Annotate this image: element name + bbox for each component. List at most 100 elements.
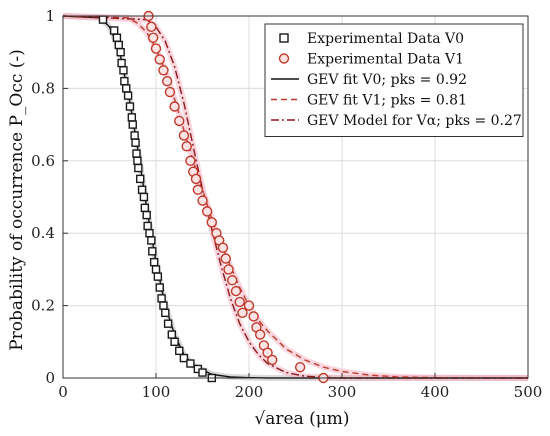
data-point-circle <box>178 130 190 141</box>
data-point-circle <box>206 217 218 228</box>
data-point-square <box>125 102 135 111</box>
legend-entry: GEV fit V1; pks = 0.81 <box>307 93 467 109</box>
data-point-square <box>142 210 151 220</box>
x-tick-label: 100 <box>142 383 171 401</box>
data-point-circle <box>254 329 266 340</box>
legend-entry: GEV fit V0; pks = 0.92 <box>307 72 467 88</box>
data-point-square <box>159 301 168 310</box>
data-point-square <box>116 48 125 57</box>
y-tick-label: 0 <box>45 369 55 387</box>
y-tick-label: 0.8 <box>31 79 55 97</box>
axes <box>62 15 529 379</box>
data-point-square <box>157 294 166 303</box>
data-point-square <box>153 272 163 281</box>
data-point-square <box>149 257 159 267</box>
data-point-circle <box>181 141 192 152</box>
data-point-square <box>132 149 141 158</box>
data-point-circle <box>237 307 248 319</box>
x-tick-label: 400 <box>421 383 450 401</box>
data-point-square <box>145 228 154 238</box>
data-point-square <box>134 163 143 173</box>
data-markers <box>98 10 329 384</box>
data-point-circle <box>201 206 213 217</box>
data-point-square <box>186 359 195 368</box>
data-point-square <box>175 346 184 356</box>
data-point-square <box>140 203 150 213</box>
data-point-square <box>130 131 139 140</box>
data-point-circle <box>234 296 245 308</box>
y-tick-label: 0.6 <box>31 152 55 170</box>
data-point-square <box>198 368 207 377</box>
legend: Experimental Data V0 Experimental Data V1… <box>264 23 524 137</box>
data-point-circle <box>220 253 231 264</box>
data-point-square <box>167 330 177 339</box>
legend-marker <box>279 33 289 43</box>
y-tick-label: 1 <box>45 7 55 25</box>
data-point-square <box>148 247 157 256</box>
data-point-square <box>123 91 133 100</box>
data-point-circle <box>227 275 238 286</box>
data-point-circle <box>294 361 306 373</box>
y-axis-label: Probability of occurrence P_Occ (-) <box>7 49 27 351</box>
data-point-square <box>133 156 142 166</box>
data-point-circle <box>230 285 242 297</box>
data-point-square <box>161 308 170 318</box>
data-point-square <box>163 319 173 328</box>
y-tick-label: 0.2 <box>31 297 55 315</box>
data-point-square <box>122 84 131 93</box>
data-point-circle <box>217 242 229 253</box>
legend-entry: Experimental Data V0 <box>307 31 464 47</box>
legend-marker <box>278 53 290 64</box>
data-point-square <box>147 236 156 245</box>
data-point-square <box>128 120 137 129</box>
data-point-circle <box>148 32 159 43</box>
plot-frame <box>62 15 529 379</box>
data-point-circle <box>185 155 196 167</box>
data-point-square <box>98 15 108 24</box>
data-point-square <box>139 192 149 202</box>
data-point-square <box>109 26 119 35</box>
x-tick-label: 0 <box>58 383 68 401</box>
x-tick-label: 500 <box>514 383 543 401</box>
data-point-circle <box>267 354 278 366</box>
x-tick-label: 300 <box>328 383 357 401</box>
data-point-square <box>143 221 152 231</box>
legend-entry: GEV Model for Vα; pks = 0.27 <box>307 113 522 129</box>
data-point-square <box>155 283 164 292</box>
data-point-circle <box>161 75 173 87</box>
series-line <box>62 15 528 379</box>
data-point-circle <box>154 54 165 65</box>
data-point-square <box>120 76 129 86</box>
data-point-square <box>131 138 140 147</box>
data-point-square <box>135 174 145 184</box>
data-point-circle <box>223 264 234 275</box>
legend-box <box>264 23 524 137</box>
legend-entry: Experimental Data V1 <box>307 52 464 68</box>
tick-labels: 0 100 200 300 400 500 0 0.2 0.4 0.6 0.8 1 <box>31 7 542 401</box>
data-point-square <box>179 353 189 363</box>
data-point-circle <box>192 184 204 195</box>
data-point-circle <box>197 195 208 206</box>
data-point-square <box>127 113 137 122</box>
x-axis-label: √area (μm) <box>254 409 349 429</box>
data-point-circle <box>150 43 162 54</box>
data-point-square <box>151 265 161 274</box>
data-point-circle <box>190 173 202 185</box>
data-point-circle <box>158 65 169 76</box>
data-point-square <box>137 185 147 194</box>
data-point-square <box>117 58 126 68</box>
y-tick-label: 0.4 <box>31 224 55 242</box>
data-point-circle <box>174 115 185 127</box>
data-point-square <box>170 337 179 346</box>
data-point-square <box>112 33 122 42</box>
data-point-circle <box>262 347 273 358</box>
x-tick-label: 200 <box>235 383 264 401</box>
data-point-circle <box>146 21 157 33</box>
data-point-circle <box>169 101 180 112</box>
data-point-square <box>114 40 124 50</box>
data-point-square <box>119 66 128 75</box>
data-point-circle <box>248 311 259 322</box>
data-point-circle <box>164 86 176 98</box>
